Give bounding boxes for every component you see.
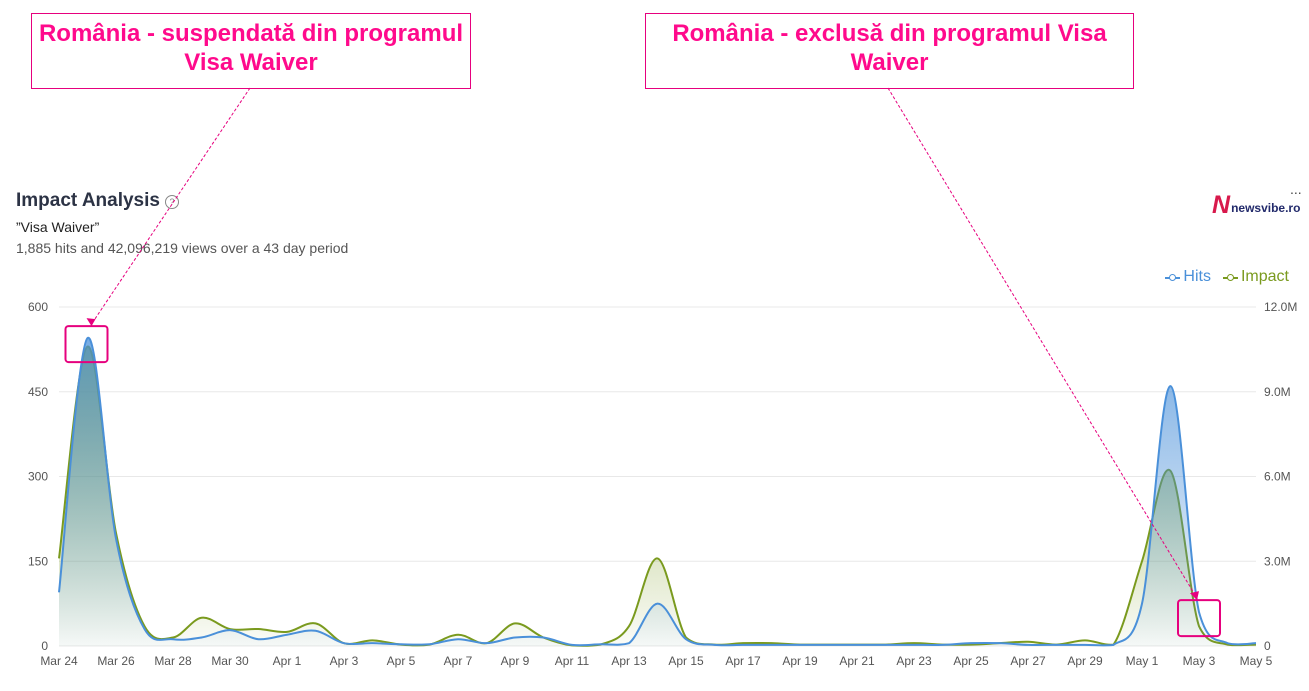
x-tick-label: Apr 11 — [555, 654, 590, 668]
annotation-layer — [64, 87, 1221, 638]
impact-series-area — [59, 346, 1256, 646]
connector-excluded — [887, 87, 1198, 599]
y-left-tick-label: 0 — [41, 639, 48, 653]
chart-legend: Hits Impact — [1165, 268, 1289, 286]
x-tick-label: Apr 5 — [387, 654, 416, 668]
series-layer — [58, 337, 1257, 647]
peak-highlight-excluded — [1177, 599, 1221, 638]
more-options-icon[interactable]: ... — [1290, 181, 1302, 197]
callout-excluded: România - exclusă din programul Visa Wai… — [645, 13, 1134, 89]
hits-marker-icon — [1165, 272, 1181, 282]
chart-title: Impact Analysis — [16, 190, 160, 211]
hits-series-line — [58, 337, 1257, 647]
connector-arrowhead — [1190, 591, 1199, 601]
summary-text: 1,885 hits and 42,096,219 views over a 4… — [16, 240, 349, 256]
impact-marker-icon — [1222, 272, 1238, 282]
x-tick-label: Apr 25 — [953, 654, 989, 668]
query-text: ”Visa Waiver” — [16, 219, 100, 235]
x-tick-label: Apr 1 — [273, 654, 302, 668]
legend-item-hits[interactable]: Hits — [1165, 268, 1211, 286]
x-tick-label: Apr 19 — [782, 654, 818, 668]
y-right-tick-label: 12.0M — [1264, 300, 1297, 314]
impact-series-line — [58, 345, 1257, 647]
newsvibe-logo: N newsvibe.ro — [1212, 191, 1301, 219]
y-left-tick-label: 300 — [28, 470, 48, 484]
x-tick-label: Apr 27 — [1010, 654, 1046, 668]
logo-mark: N — [1212, 191, 1231, 219]
x-tick-label: Apr 3 — [330, 654, 359, 668]
help-icon[interactable]: ? — [164, 195, 179, 209]
logo-text: newsvibe.ro — [1231, 200, 1301, 215]
y-left-tick-label: 450 — [28, 385, 48, 399]
x-tick-label: May 1 — [1126, 654, 1159, 668]
x-tick-label: Mar 26 — [97, 654, 135, 668]
x-tick-label: Apr 15 — [668, 654, 704, 668]
callout-suspended: România - suspendată din programul Visa … — [31, 13, 471, 89]
x-tick-label: Apr 13 — [611, 654, 647, 668]
axis-labels: 0 0 150 3.0M 300 6.0M 450 9.0M 600 12.0M Mar 24 Mar… — [28, 300, 1297, 668]
y-right-tick-label: 0 — [1264, 639, 1271, 653]
x-tick-label: Mar 24 — [40, 654, 78, 668]
x-tick-label: Apr 17 — [725, 654, 761, 668]
x-tick-label: Apr 21 — [839, 654, 875, 668]
x-tick-label: Apr 29 — [1067, 654, 1103, 668]
x-tick-label: Apr 7 — [444, 654, 473, 668]
connector-arrowhead — [86, 318, 96, 327]
x-tick-label: May 3 — [1183, 654, 1216, 668]
y-right-tick-label: 9.0M — [1264, 385, 1291, 399]
x-tick-label: Mar 30 — [211, 654, 249, 668]
x-tick-label: May 5 — [1240, 654, 1273, 668]
y-right-tick-label: 3.0M — [1264, 554, 1291, 568]
legend-item-impact[interactable]: Impact — [1222, 268, 1289, 286]
x-tick-label: Apr 23 — [896, 654, 932, 668]
chart-header: Impact Analysis ? — [16, 190, 179, 212]
y-left-tick-label: 150 — [28, 554, 48, 568]
y-right-tick-label: 6.0M — [1264, 470, 1291, 484]
y-left-tick-label: 600 — [28, 300, 48, 314]
x-tick-label: Apr 9 — [501, 654, 530, 668]
connector-suspended — [91, 87, 251, 325]
legend-label-impact: Impact — [1240, 268, 1289, 285]
peak-highlight-suspended — [64, 325, 109, 364]
legend-label-hits: Hits — [1183, 268, 1211, 285]
x-tick-label: Mar 28 — [154, 654, 192, 668]
